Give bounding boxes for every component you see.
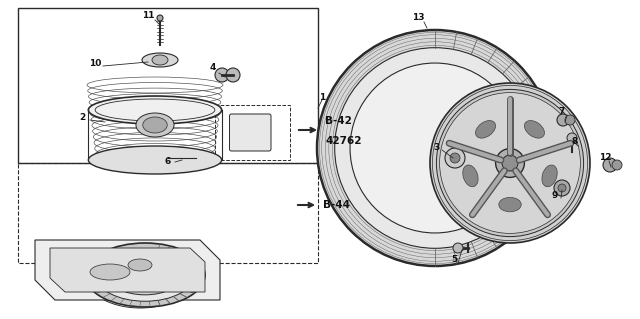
Ellipse shape [542,165,557,187]
Ellipse shape [554,180,570,196]
Ellipse shape [114,152,196,168]
Ellipse shape [495,149,524,177]
Bar [215,105,290,160]
Ellipse shape [152,55,168,65]
Ellipse shape [88,96,221,124]
Ellipse shape [463,165,478,187]
Text: 9: 9 [552,191,558,201]
Ellipse shape [136,113,174,137]
Text: 2: 2 [79,114,85,122]
Polygon shape [35,240,220,300]
Text: B-44: B-44 [323,200,350,210]
Text: 3: 3 [433,144,439,152]
Ellipse shape [558,184,566,192]
FancyBboxPatch shape [230,114,271,151]
Ellipse shape [565,115,575,125]
Ellipse shape [88,146,221,174]
Text: 13: 13 [412,13,424,23]
Polygon shape [50,248,205,292]
Ellipse shape [453,243,463,253]
Text: B-42: B-42 [325,116,352,126]
Text: 7: 7 [559,108,565,116]
Text: 42762: 42762 [325,136,362,146]
Ellipse shape [335,48,535,248]
Ellipse shape [603,158,617,172]
Ellipse shape [143,117,167,133]
Text: 10: 10 [89,58,101,68]
Ellipse shape [502,155,518,171]
Text: 11: 11 [141,11,154,20]
Ellipse shape [450,153,460,163]
Ellipse shape [142,53,178,67]
Ellipse shape [436,89,584,237]
Text: 12: 12 [599,153,611,162]
Ellipse shape [440,93,580,234]
Ellipse shape [612,160,622,170]
Text: 4: 4 [210,63,216,72]
Ellipse shape [128,259,152,271]
Ellipse shape [499,197,521,212]
Ellipse shape [226,68,240,82]
Ellipse shape [567,133,577,143]
Text: 1: 1 [319,93,325,102]
Ellipse shape [85,243,205,307]
Ellipse shape [557,114,569,126]
Ellipse shape [350,63,520,233]
Ellipse shape [445,148,465,168]
Bar [18,163,318,263]
Ellipse shape [430,83,590,243]
Ellipse shape [157,15,163,21]
Ellipse shape [96,249,194,301]
Bar [18,8,318,163]
Text: 6: 6 [165,158,171,167]
Ellipse shape [476,121,495,138]
Ellipse shape [108,255,182,295]
Ellipse shape [524,121,545,138]
Ellipse shape [215,68,229,82]
Text: 8: 8 [572,137,578,146]
Text: 5: 5 [451,256,457,264]
Ellipse shape [317,30,553,266]
Ellipse shape [90,264,130,280]
